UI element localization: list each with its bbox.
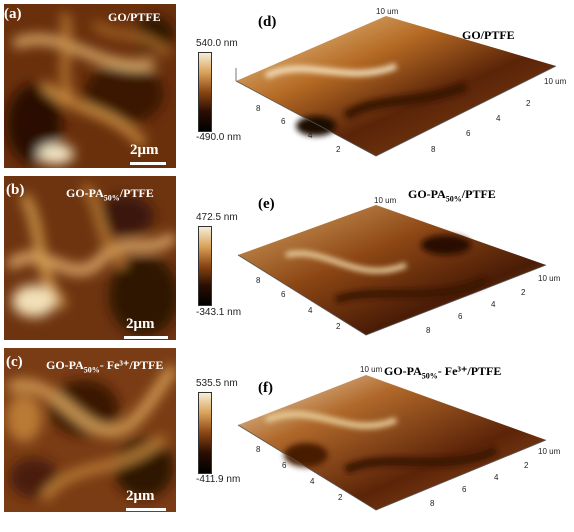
- svg-text:4: 4: [308, 131, 313, 140]
- svg-text:8: 8: [256, 276, 261, 285]
- svg-text:2: 2: [336, 322, 341, 331]
- svg-text:6: 6: [281, 290, 286, 299]
- svg-text:10 um: 10 um: [538, 274, 561, 283]
- panel-label-f: (f): [258, 380, 273, 396]
- scalebar-c: [126, 508, 166, 511]
- scalebar-label-c: 2μm: [126, 488, 155, 504]
- scalebar-label-a: 2μm: [130, 142, 159, 158]
- colorbar-max-b: 472.5 nm: [196, 212, 238, 223]
- svg-text:4: 4: [310, 477, 315, 486]
- svg-text:8: 8: [426, 326, 431, 335]
- svg-text:6: 6: [458, 312, 463, 321]
- panel-label-a: (a): [4, 6, 22, 22]
- svg-text:4: 4: [496, 114, 501, 123]
- scalebar-b: [124, 336, 168, 339]
- afm-3d-surface-f: 8 6 4 2 2 4 6 8 10 um 10 um: [226, 360, 570, 525]
- svg-text:6: 6: [281, 117, 286, 126]
- svg-text:10 um: 10 um: [360, 365, 383, 374]
- svg-text:4: 4: [494, 473, 499, 482]
- panel-label-d: (d): [258, 14, 277, 30]
- sample-title-a: GO/PTFE: [108, 10, 161, 24]
- svg-text:8: 8: [430, 499, 435, 508]
- afm-3d-surface-d: 8 6 4 2 2 4 6 8 10 um 10 um: [226, 6, 570, 171]
- panel-label-b: (b): [6, 182, 25, 198]
- svg-text:4: 4: [491, 300, 496, 309]
- svg-text:2: 2: [338, 493, 343, 502]
- sample-title-c: GO-PA50%- Fe³⁺/PTFE: [46, 358, 164, 375]
- colorbar-a: [198, 52, 212, 132]
- scalebar-a: [130, 162, 166, 165]
- axis-tick-d-8: 8: [256, 104, 261, 113]
- afm-image-b: [4, 176, 176, 340]
- colorbar-min-b: -343.1 nm: [196, 307, 242, 318]
- svg-text:6: 6: [282, 461, 287, 470]
- panel-label-e: (e): [258, 196, 275, 212]
- colorbar-min-a: -490.0 nm: [196, 132, 242, 143]
- svg-text:4: 4: [308, 306, 313, 315]
- colorbar-min-c: -411.9 nm: [196, 474, 241, 485]
- svg-text:10 um: 10 um: [538, 447, 561, 456]
- colorbar-b: [198, 226, 212, 306]
- sample-title-d: GO/PTFE: [462, 28, 515, 42]
- svg-text:8: 8: [431, 145, 436, 154]
- svg-text:10 um: 10 um: [544, 77, 567, 86]
- sample-title-b: GO-PA50%/PTFE: [66, 186, 154, 203]
- afm-image-c: [4, 348, 176, 512]
- svg-text:2: 2: [336, 145, 341, 154]
- afm-image-a: [4, 4, 176, 168]
- svg-text:8: 8: [256, 445, 261, 454]
- sample-title-f: GO-PA50%- Fe³⁺/PTFE: [384, 364, 502, 381]
- svg-text:2: 2: [526, 99, 531, 108]
- scalebar-label-b: 2μm: [126, 316, 155, 332]
- colorbar-c: [198, 392, 212, 474]
- sample-title-e: GO-PA50%/PTFE: [408, 187, 496, 204]
- svg-text:2: 2: [524, 461, 529, 470]
- colorbar-max-a: 540.0 nm: [196, 38, 238, 49]
- svg-text:6: 6: [462, 485, 467, 494]
- svg-text:2: 2: [521, 288, 526, 297]
- afm-3d-surface-e: 8 6 4 2 2 4 6 8 10 um 10 um: [226, 185, 570, 350]
- svg-text:10 um: 10 um: [374, 196, 397, 205]
- svg-text:10 um: 10 um: [376, 7, 399, 16]
- svg-text:6: 6: [466, 129, 471, 138]
- panel-label-c: (c): [6, 354, 23, 370]
- colorbar-max-c: 535.5 nm: [196, 378, 238, 389]
